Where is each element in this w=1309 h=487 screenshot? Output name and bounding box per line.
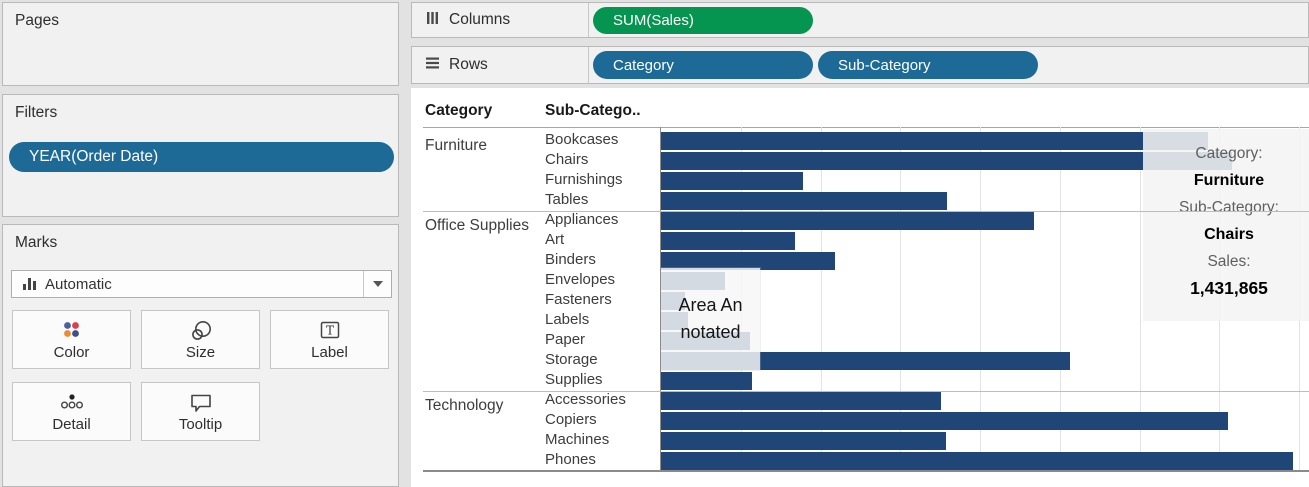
bar-binders[interactable] [661, 252, 835, 270]
header-separator-line [423, 127, 1309, 128]
label-button-label: Label [311, 344, 348, 361]
bar-copiers[interactable] [661, 412, 1228, 430]
pill-category[interactable]: Category [593, 51, 813, 79]
chart-area: Category Sub-Catego.. Furniture Bookcases… [411, 88, 1309, 487]
sub-category-label-accessories[interactable]: Accessories [545, 391, 626, 408]
gridline [1140, 127, 1141, 471]
sub-category-label-art[interactable]: Art [545, 231, 565, 248]
sub-category-label-tables[interactable]: Tables [545, 191, 589, 208]
bar-chart-icon [22, 277, 37, 291]
gridline [980, 127, 981, 471]
tooltip-sales-value: 1,431,865 [1190, 278, 1268, 298]
marks-card: Marks Automatic [2, 224, 399, 487]
sub-category-label-binders[interactable]: Binders [545, 251, 596, 268]
annotation-text-line2: notated [680, 322, 741, 342]
sub-category-label-fasteners[interactable]: Fasteners [545, 291, 612, 308]
sub-category-label-copiers[interactable]: Copiers [545, 411, 597, 428]
gridline [821, 127, 822, 471]
bar-appliances[interactable] [661, 212, 1034, 230]
tooltip-sub-category-value: Chairs [1204, 226, 1254, 243]
bar-bookcases[interactable] [661, 132, 1208, 150]
filters-card: Filters YEAR(Order Date) [2, 94, 399, 217]
sub-category-label-chairs[interactable]: Chairs [545, 151, 589, 168]
sub-category-label-storage[interactable]: Storage [545, 351, 598, 368]
sub-category-label-furnishings[interactable]: Furnishings [545, 171, 623, 188]
tooltip-bubble-icon [142, 392, 259, 413]
tooltip-category-value: Furniture [1193, 172, 1265, 189]
size-circles-icon [142, 320, 259, 342]
group-separator-line [423, 211, 1309, 212]
group-separator-line [423, 391, 1309, 392]
sub-category-column-header[interactable]: Sub-Catego.. [545, 102, 641, 119]
category-label-office-supplies[interactable]: Office Supplies [425, 217, 529, 234]
mark-type-dropdown[interactable]: Automatic [11, 270, 392, 298]
rows-shelf[interactable]: Rows Category Sub-Category [411, 46, 1309, 84]
label-button[interactable]: T Label [270, 310, 389, 369]
text-label-icon: T [271, 320, 388, 340]
svg-text:T: T [325, 324, 333, 338]
area-annotation[interactable]: Area An notated [661, 268, 760, 370]
rows-shelf-label: Rows [449, 56, 488, 73]
color-button-label: Color [53, 344, 90, 361]
detail-dots-icon [13, 392, 130, 412]
size-button[interactable]: Size [141, 310, 260, 369]
size-button-label: Size [185, 344, 216, 361]
pill-sum-sales[interactable]: SUM(Sales) [593, 7, 813, 34]
category-column-header[interactable]: Category [425, 102, 493, 119]
columns-shelf-label: Columns [449, 11, 511, 28]
tooltip-sales-label: Sales: [1207, 253, 1251, 270]
bar-supplies[interactable] [661, 372, 752, 390]
chevron-down-icon [372, 281, 383, 287]
gridline [900, 127, 901, 471]
tooltip-sub-category-label: Sub-Category: [1179, 199, 1279, 216]
category-label-furniture[interactable]: Furniture [425, 137, 488, 154]
bar-tables[interactable] [661, 192, 947, 210]
bar-chairs[interactable] [661, 152, 1232, 170]
filter-pill-order-date[interactable]: YEAR(Order Date) [9, 142, 394, 172]
sub-category-label-phones[interactable]: Phones [545, 451, 596, 468]
category-label-technology[interactable]: Technology [425, 397, 504, 414]
marks-title: Marks [15, 234, 58, 251]
sub-category-label-machines[interactable]: Machines [545, 431, 610, 448]
gridline [1060, 127, 1061, 471]
columns-icon [426, 11, 439, 29]
pages-card: Pages [2, 2, 399, 86]
columns-shelf[interactable]: Columns SUM(Sales) [411, 2, 1309, 38]
chart-pane: Area An notated Category: Furniture Sub-… [661, 127, 1309, 471]
shelf-divider [588, 47, 589, 83]
rows-icon [426, 56, 439, 74]
bar-storage[interactable] [661, 352, 1070, 370]
bar-furnishings[interactable] [661, 172, 803, 190]
dropdown-caret-zone[interactable] [363, 271, 391, 297]
row-header-axis-line [660, 127, 661, 471]
hover-tooltip: Category: Furniture Sub-Category: Chairs… [1143, 129, 1309, 321]
tooltip-button-label: Tooltip [178, 416, 223, 433]
tooltip-button[interactable]: Tooltip [141, 382, 260, 441]
bar-phones[interactable] [661, 452, 1293, 470]
color-button[interactable]: Color [12, 310, 131, 369]
sub-category-label-bookcases[interactable]: Bookcases [545, 131, 619, 148]
sub-category-label-appliances[interactable]: Appliances [545, 211, 619, 228]
detail-button[interactable]: Detail [12, 382, 131, 441]
bar-art[interactable] [661, 232, 795, 250]
sub-category-label-paper[interactable]: Paper [545, 331, 586, 348]
shelf-divider [588, 3, 589, 37]
detail-button-label: Detail [52, 416, 91, 433]
tooltip-category-label: Category: [1195, 145, 1263, 162]
sub-category-label-supplies[interactable]: Supplies [545, 371, 603, 388]
pages-title: Pages [15, 12, 59, 29]
sub-category-label-labels[interactable]: Labels [545, 311, 590, 328]
annotation-text-line1: Area An [678, 295, 743, 315]
bar-accessories[interactable] [661, 392, 941, 410]
pill-sub-category[interactable]: Sub-Category [818, 51, 1038, 79]
value-axis-line [423, 470, 1309, 472]
mark-type-value: Automatic [45, 275, 112, 293]
color-dots-icon [13, 320, 130, 341]
sub-category-label-envelopes[interactable]: Envelopes [545, 271, 616, 288]
bar-machines[interactable] [661, 432, 946, 450]
filters-title: Filters [15, 104, 58, 121]
